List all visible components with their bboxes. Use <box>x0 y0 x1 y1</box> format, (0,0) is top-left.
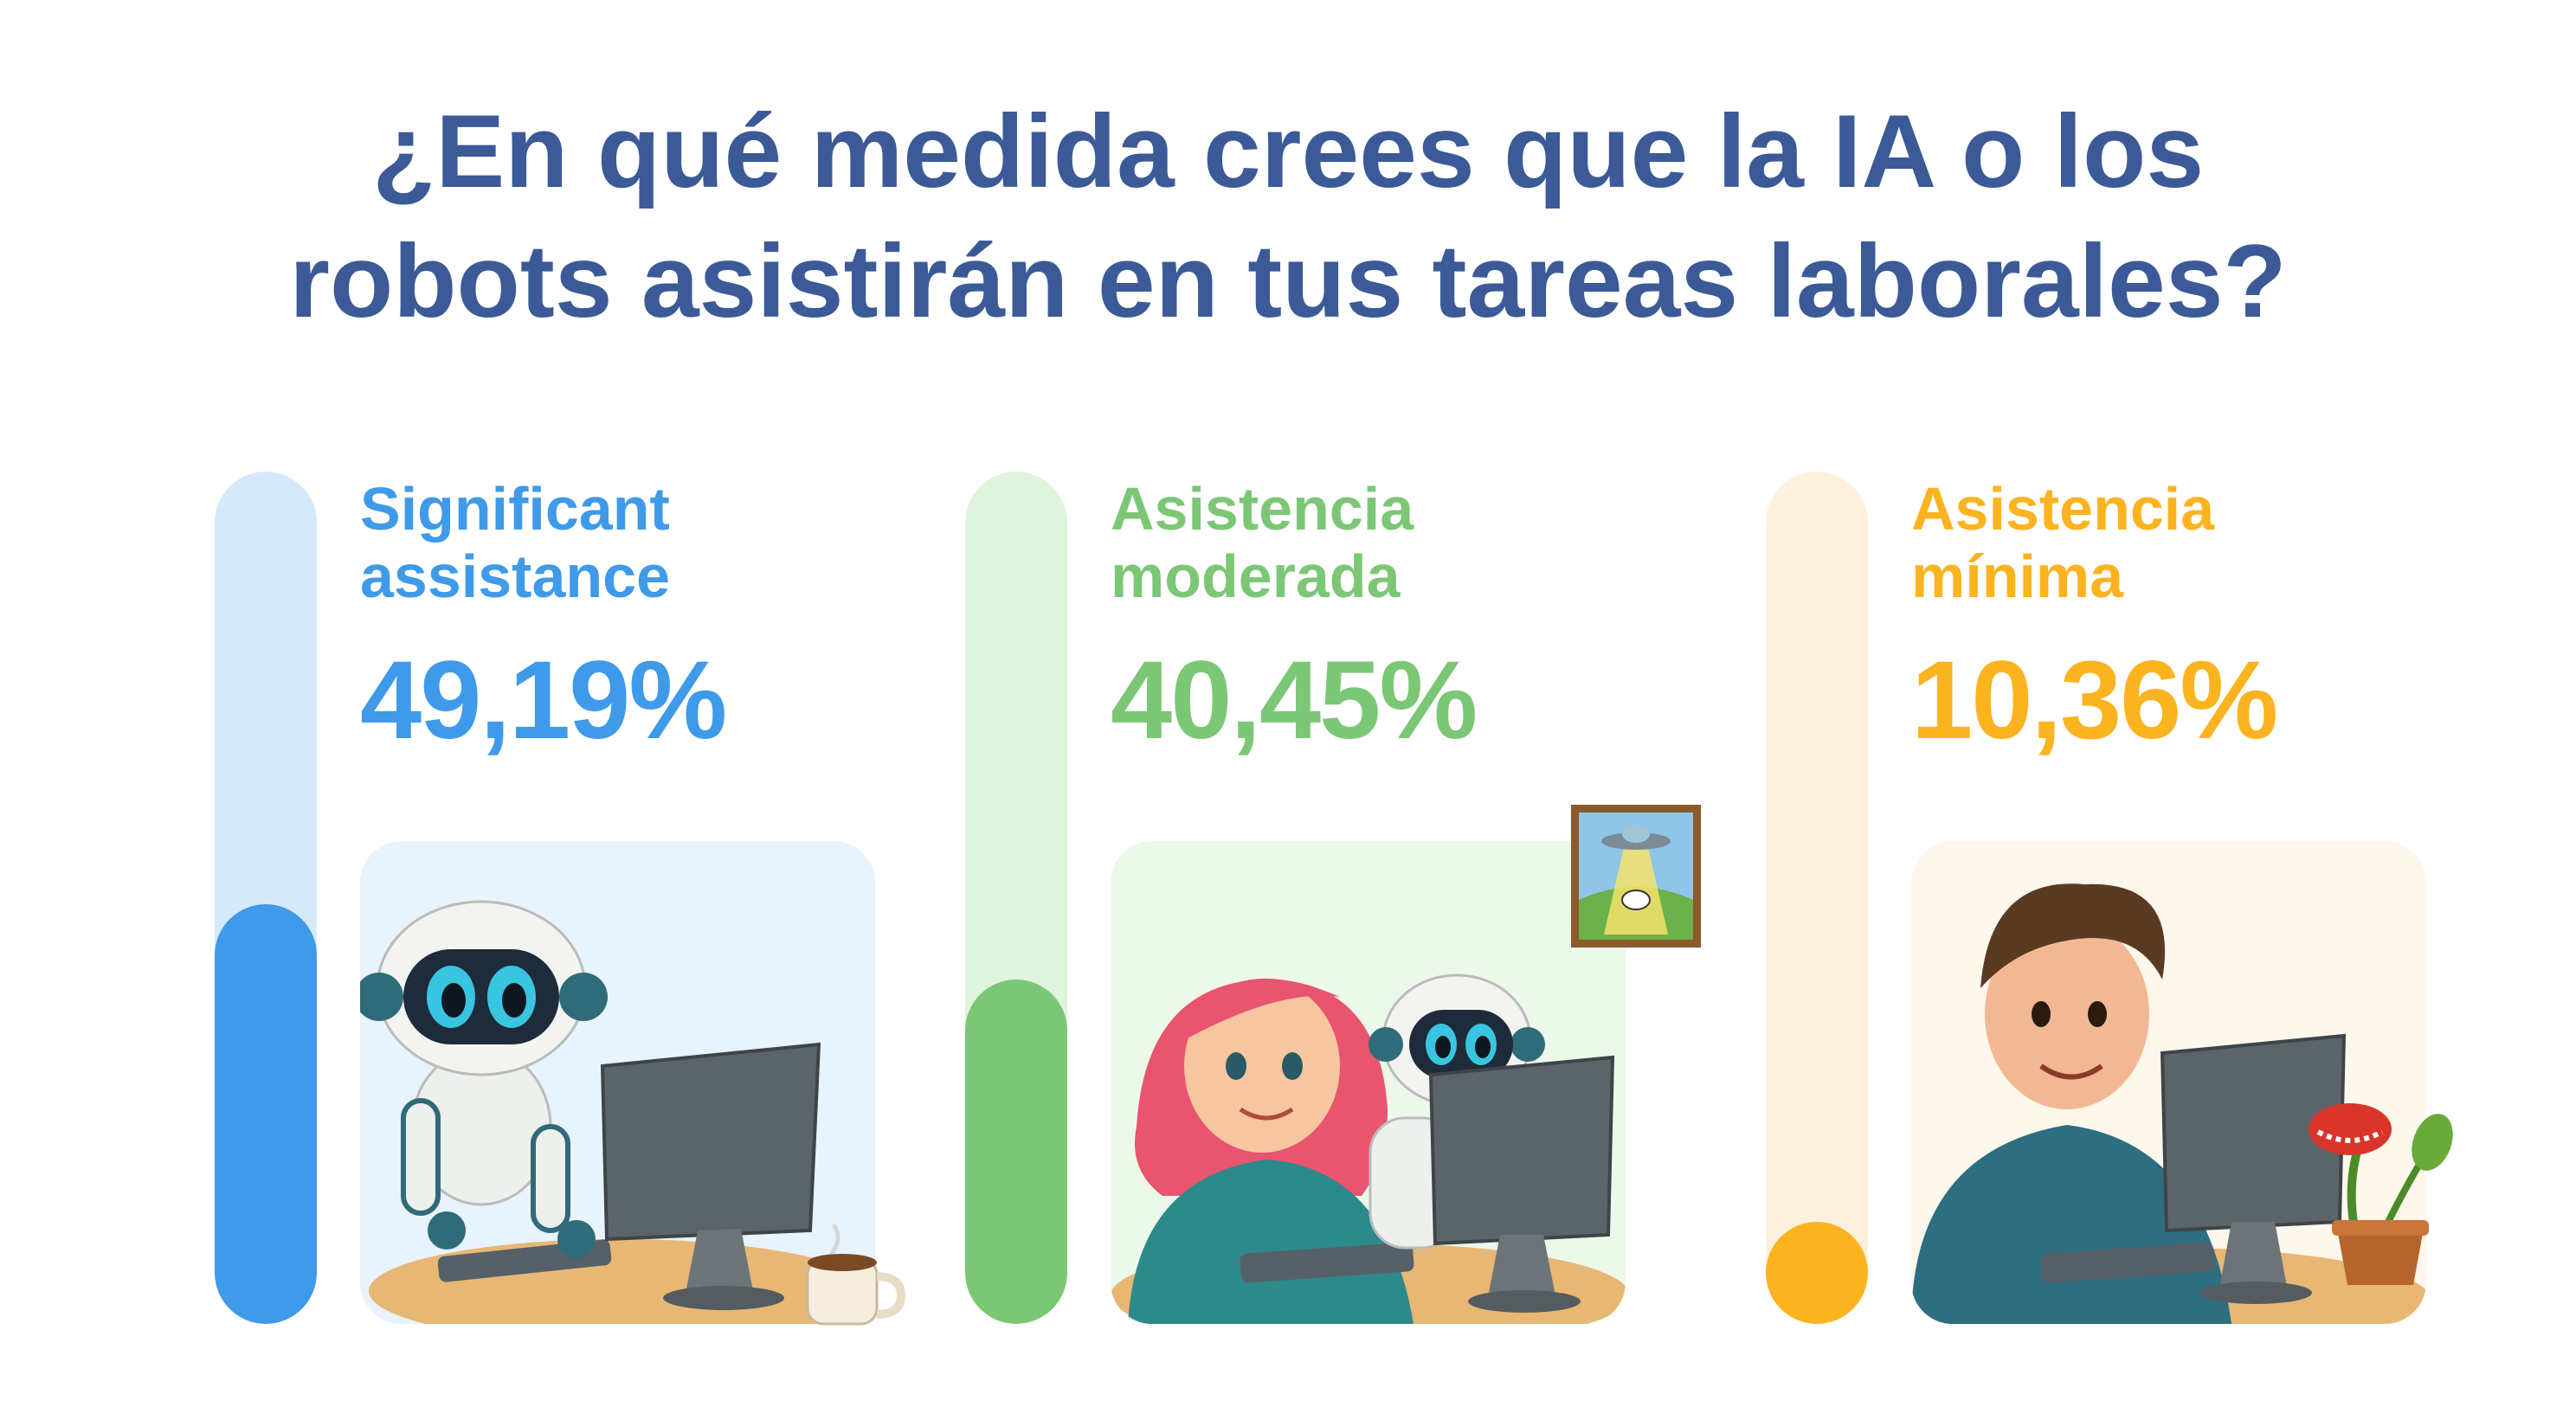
illustration-card-minimal <box>1911 841 2426 1324</box>
label-line-1: Significant <box>360 475 670 543</box>
label-line-2: mínima <box>1911 543 2124 610</box>
coffee-cup-icon <box>806 1223 906 1326</box>
title-line-2: robots asistirán en tus tareas laborales… <box>289 223 2287 339</box>
illustration-card-significant <box>360 841 875 1324</box>
stat-column-moderate: Asistencia moderada 40,45% <box>965 472 1701 1337</box>
illustration-card-moderate <box>1111 841 1626 1324</box>
progress-fill-moderate <box>965 979 1067 1324</box>
percent-value-moderate: 40,45% <box>1111 639 1478 762</box>
carnivorous-plant-icon <box>2309 1103 2453 1285</box>
percent-value-significant: 49,19% <box>360 639 727 762</box>
stat-column-minimal: Asistencia mínima 10,36% <box>1766 472 2453 1337</box>
label-line-1: Asistencia <box>1911 475 2215 543</box>
title-line-1: ¿En qué medida crees que la IA o los <box>371 93 2205 209</box>
label-line-2: moderada <box>1111 543 1401 610</box>
progress-track-significant <box>215 472 317 1324</box>
page-title: ¿En qué medida crees que la IA o los rob… <box>0 87 2576 346</box>
man-at-computer-illustration <box>1911 883 2426 1324</box>
label-line-2: assistance <box>360 543 671 610</box>
progress-track-moderate <box>965 472 1067 1324</box>
category-label-moderate: Asistencia moderada <box>1111 475 1630 610</box>
woman-and-robot-illustration <box>1111 973 1626 1324</box>
label-line-1: Asistencia <box>1111 475 1414 543</box>
category-label-significant: Significant assistance <box>360 475 879 610</box>
ufo-painting-icon <box>1571 805 1701 948</box>
percent-value-minimal: 10,36% <box>1911 639 2278 762</box>
progress-fill-significant <box>215 904 317 1324</box>
robot-at-computer-illustration <box>360 900 871 1324</box>
category-label-minimal: Asistencia mínima <box>1911 475 2431 610</box>
progress-track-minimal <box>1766 472 1868 1324</box>
stat-column-significant: Significant assistance 49,19% <box>215 472 906 1337</box>
progress-fill-minimal <box>1766 1222 1868 1324</box>
